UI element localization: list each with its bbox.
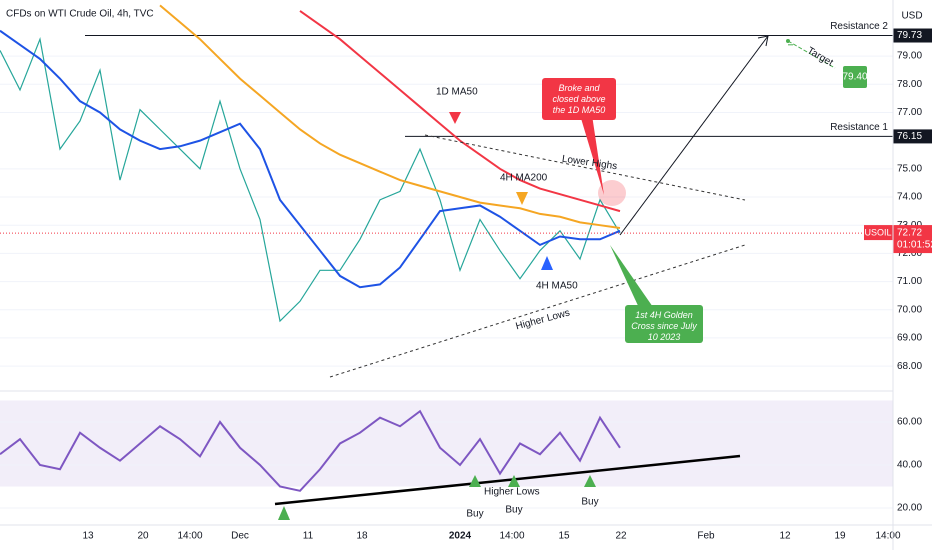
arrow-1d-ma50 — [449, 112, 461, 124]
target-box — [843, 66, 867, 88]
y-tick-label: 69.00 — [897, 333, 922, 344]
last-price-label: 72.72 — [897, 228, 922, 239]
y-tick-label: 74.00 — [897, 192, 922, 203]
target-dot — [786, 39, 790, 43]
callout-text: 1st 4H Golden Cross since July 10 2023 — [631, 310, 697, 342]
drawings — [274, 35, 836, 520]
countdown: 01:01:52 — [897, 240, 932, 251]
rsi-band — [0, 400, 893, 487]
x-tick-label: Dec — [231, 531, 249, 542]
buy-label: Buy — [581, 497, 598, 508]
target-line — [787, 40, 836, 69]
level-box — [893, 28, 932, 43]
last-price-box — [893, 225, 932, 254]
y-tick-label: 20.00 — [897, 503, 922, 514]
buy-arrow — [278, 506, 290, 520]
y-tick-label: 60.00 — [897, 417, 922, 428]
callout-text: Broke and closed above the 1D MA50 — [552, 83, 606, 115]
level-label: 76.15 — [897, 131, 922, 142]
y-tick-label: 72.00 — [897, 248, 922, 259]
series-line — [0, 36, 621, 323]
symbol-box — [864, 225, 893, 241]
series-line — [0, 409, 621, 492]
annotation: Lower Highs — [561, 154, 618, 173]
callout: Broke and closed above the 1D MA50 — [552, 83, 606, 115]
x-tick-label: 2024 — [449, 531, 472, 542]
x-tick-label: 12 — [779, 531, 791, 542]
y-tick-label: 71.00 — [897, 276, 922, 287]
level-box — [893, 129, 932, 144]
callout-pointer — [610, 245, 655, 310]
x-tick-label: 14:00 — [499, 531, 524, 542]
x-tick-label: Feb — [697, 531, 715, 542]
series-line — [299, 10, 621, 213]
x-tick-label: 20 — [137, 531, 149, 542]
y-tick-label: 70.00 — [897, 304, 922, 315]
panel: 20.00 40.00 60.00 — [0, 400, 922, 514]
x-tick-label: 11 — [303, 531, 314, 542]
x-tick-label: 22 — [615, 531, 627, 542]
annotation: 4H MA200 — [500, 173, 548, 184]
x-tick-label: 13 — [82, 531, 94, 542]
y-tick-label: 75.00 — [897, 163, 922, 174]
callout — [542, 78, 616, 120]
series-line — [159, 4, 621, 230]
level-name: Resistance 1 — [830, 122, 888, 133]
callout: 1st 4H Golden Cross since July 10 2023 — [631, 310, 697, 342]
buy-arrow — [469, 475, 481, 487]
callout — [625, 305, 703, 343]
buy-arrow — [584, 475, 596, 487]
buy-label: Buy — [505, 505, 522, 516]
trendline — [329, 244, 746, 378]
x-tick-label: 14:00 — [177, 531, 202, 542]
annotation: Higher Lows — [515, 307, 572, 332]
arrow-4h-ma50 — [541, 256, 553, 270]
buy-label: Buy — [466, 509, 483, 520]
rsi-trendline — [274, 454, 741, 506]
annotation: 4H MA50 — [536, 281, 578, 292]
annotation: Higher Lows — [484, 487, 540, 498]
y-tick-label: 78.00 — [897, 79, 922, 90]
level-label: 79.73 — [897, 30, 922, 41]
trendline — [424, 134, 746, 201]
arrow-head — [757, 35, 769, 47]
x-tick-label: 14:00 — [875, 531, 900, 542]
x-tick-label: 15 — [558, 531, 570, 542]
y-tick-label: 77.00 — [897, 107, 922, 118]
currency: USD — [901, 11, 922, 22]
level-name: Resistance 2 — [830, 21, 888, 32]
chart-title: CFDs on WTI Crude Oil, 4h, TVC — [6, 9, 154, 20]
target-label: 79.40 — [842, 72, 867, 83]
y-tick-label: 40.00 — [897, 460, 922, 471]
callout-pointer — [580, 115, 604, 195]
symbol-label: USOIL — [864, 227, 891, 237]
arrow-4h-ma200 — [516, 192, 528, 205]
annotation: Target — [805, 45, 835, 69]
projection-arrow — [619, 35, 769, 236]
buy-arrow — [508, 475, 520, 487]
x-tick-label: 19 — [834, 531, 846, 542]
annotation: 1D MA50 — [436, 87, 478, 98]
y-tick-label: 68.00 — [897, 361, 922, 372]
series-line — [0, 29, 621, 289]
highlight — [598, 180, 626, 206]
panel: 68.0069.0070.0071.0072.0073.0074.0075.00… — [0, 4, 932, 372]
x-tick-label: 18 — [356, 531, 368, 542]
y-tick-label: 79.00 — [897, 51, 922, 62]
